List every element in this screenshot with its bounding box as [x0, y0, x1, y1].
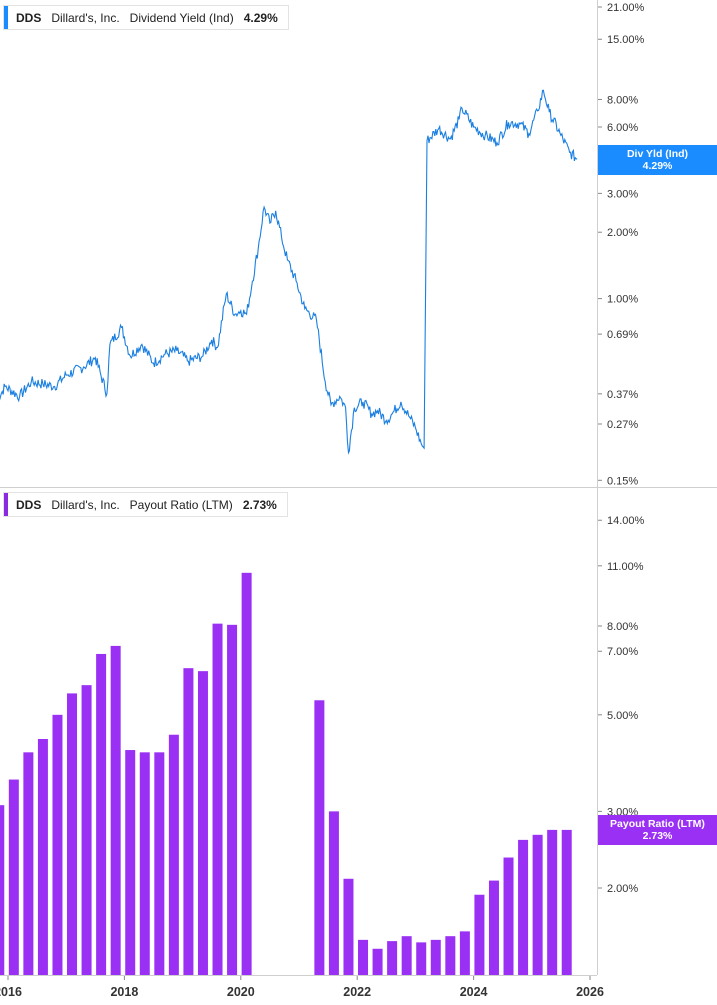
- legend-metric: Payout Ratio (LTM): [129, 497, 233, 512]
- x-tick-label: 2020: [227, 985, 255, 999]
- payout-ratio-bar: [474, 894, 485, 975]
- series-color-swatch: [4, 6, 8, 29]
- payout-ratio-bar: [241, 572, 252, 975]
- legend-ticker: DDS: [16, 10, 42, 25]
- payout-ratio-bar: [416, 942, 427, 975]
- y-tick-label: 2.00%: [607, 227, 638, 239]
- legend-company: Dillard's, Inc.: [51, 10, 120, 25]
- payout-ratio-bar: [387, 941, 398, 975]
- payout-ratio-bar: [139, 752, 150, 975]
- badge-value: 4.29%: [642, 160, 673, 172]
- y-tick-label: 1.00%: [607, 294, 638, 306]
- legend-value: 2.73%: [242, 497, 277, 512]
- y-tick-label: 7.00%: [607, 646, 638, 658]
- x-tick-label: 2022: [343, 985, 371, 999]
- legend-metric: Dividend Yield (Ind): [129, 10, 234, 25]
- y-tick-label: 3.00%: [607, 188, 638, 200]
- payout-ratio-bar: [67, 693, 78, 975]
- badge-label: Div Yld (Ind): [626, 148, 689, 160]
- y-tick-label: 0.69%: [607, 329, 638, 341]
- legend-payout-ratio[interactable]: DDS Dillard's, Inc. Payout Ratio (LTM) 2…: [3, 492, 288, 517]
- payout-ratio-bar: [430, 939, 441, 975]
- x-axis: 2016 2018 2020 2022 2024 2026: [0, 975, 604, 999]
- payout-ratio-bar: [227, 624, 238, 975]
- last-value-badge-dividend-yield: Div Yld (Ind) 4.29%: [598, 145, 717, 175]
- y-tick-label: 21.00%: [607, 2, 645, 14]
- payout-ratio-bar: [96, 653, 107, 975]
- payout-ratio-panel: 2.00%3.00%5.00%7.00%8.00%11.00%14.00%: [0, 515, 645, 975]
- payout-ratio-bar: [372, 948, 383, 975]
- y-tick-label: 5.00%: [607, 710, 638, 722]
- payout-ratio-bar: [197, 671, 208, 975]
- payout-ratio-bar: [81, 685, 92, 975]
- y-tick-label: 15.00%: [607, 34, 645, 46]
- last-value-badge-payout-ratio: Payout Ratio (LTM) 2.73%: [598, 815, 717, 845]
- y-tick-label: 0.37%: [607, 389, 638, 401]
- payout-ratio-bar: [343, 878, 354, 975]
- payout-ratio-bar: [459, 931, 470, 975]
- payout-ratio-bar: [212, 623, 223, 975]
- y-tick-label: 2.00%: [607, 883, 638, 895]
- payout-ratio-bar: [328, 811, 339, 975]
- dividend-yield-panel: 0.15% 0.27% 0.37% 0.69% 1.00% 2.00% 3.00% 6.00%…: [0, 2, 645, 487]
- payout-ratio-bar: [125, 750, 136, 975]
- badge-label: Payout Ratio (LTM): [610, 818, 705, 830]
- payout-ratio-bar: [168, 734, 179, 975]
- payout-ratio-bar: [547, 829, 558, 975]
- payout-ratio-bar: [561, 829, 572, 975]
- payout-ratio-bar: [445, 936, 456, 975]
- payout-ratio-bar: [358, 939, 369, 975]
- payout-ratio-bar: [183, 668, 194, 975]
- payout-ratio-bar: [52, 714, 63, 975]
- payout-ratio-bar: [488, 880, 499, 975]
- payout-ratio-bar: [8, 779, 19, 975]
- y-tick-label: 0.15%: [607, 475, 638, 487]
- legend-ticker: DDS: [16, 497, 42, 512]
- x-tick-label: 2024: [460, 985, 488, 999]
- payout-ratio-bar: [314, 700, 325, 975]
- y-tick-label: 0.27%: [607, 419, 638, 431]
- x-tick-label: 2026: [576, 985, 604, 999]
- payout-ratio-bar: [23, 752, 34, 975]
- payout-ratio-bar: [37, 738, 48, 975]
- x-tick-label: 2016: [0, 985, 22, 999]
- series-color-swatch: [4, 493, 8, 516]
- x-tick-label: 2018: [110, 985, 138, 999]
- payout-ratio-bar: [401, 936, 412, 975]
- legend-company: Dillard's, Inc.: [51, 497, 120, 512]
- y-tick-label: 14.00%: [607, 515, 645, 527]
- y-tick-label: 11.00%: [607, 561, 644, 573]
- dividend-yield-line: [0, 89, 578, 455]
- payout-ratio-bar: [0, 805, 5, 975]
- legend-value: 4.29%: [243, 10, 278, 25]
- payout-ratio-bar: [532, 834, 543, 975]
- payout-ratio-bar: [154, 752, 165, 975]
- badge-value: 2.73%: [642, 830, 673, 842]
- y-tick-label: 8.00%: [607, 621, 638, 633]
- y-tick-label: 8.00%: [607, 94, 638, 106]
- payout-ratio-bar: [503, 857, 514, 975]
- payout-ratio-bar: [110, 645, 121, 975]
- y-tick-label: 6.00%: [607, 122, 638, 134]
- legend-dividend-yield[interactable]: DDS Dillard's, Inc. Dividend Yield (Ind)…: [3, 5, 289, 30]
- payout-ratio-bar: [518, 839, 529, 975]
